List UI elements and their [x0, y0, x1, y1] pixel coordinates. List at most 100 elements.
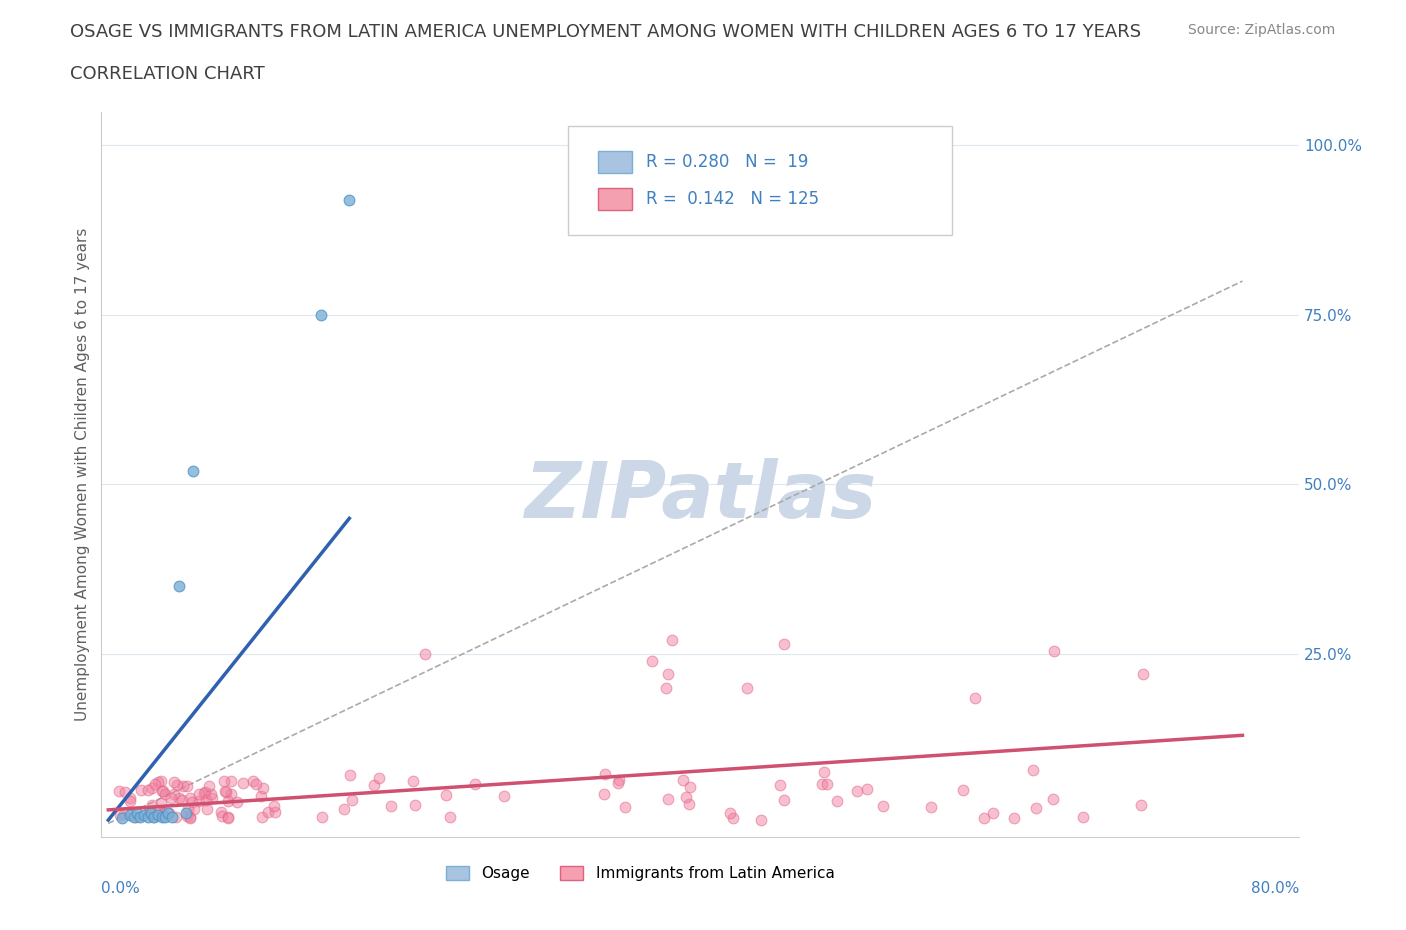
- Point: [404, 798, 426, 813]
- Point: [183, 463, 205, 478]
- FancyBboxPatch shape: [599, 152, 631, 173]
- Point: [114, 785, 136, 800]
- Point: [339, 767, 361, 782]
- Point: [595, 766, 617, 781]
- Point: [607, 776, 630, 790]
- Point: [153, 809, 176, 824]
- Point: [195, 792, 218, 807]
- Point: [149, 796, 172, 811]
- FancyBboxPatch shape: [568, 126, 952, 235]
- Point: [136, 809, 159, 824]
- Point: [217, 793, 239, 808]
- Point: [214, 783, 236, 798]
- Point: [211, 809, 233, 824]
- Text: ZIPatlas: ZIPatlas: [524, 458, 876, 534]
- Point: [200, 787, 222, 802]
- Point: [1132, 667, 1154, 682]
- Point: [973, 810, 995, 825]
- Point: [176, 808, 198, 823]
- Point: [150, 809, 173, 824]
- Point: [672, 772, 695, 787]
- Point: [146, 808, 169, 823]
- Point: [679, 779, 702, 794]
- Point: [132, 808, 155, 823]
- Text: CORRELATION CHART: CORRELATION CHART: [70, 65, 266, 83]
- Point: [177, 802, 200, 817]
- Point: [718, 805, 741, 820]
- Point: [152, 783, 174, 798]
- Point: [197, 778, 219, 793]
- Point: [129, 782, 152, 797]
- Point: [219, 786, 242, 801]
- Point: [188, 786, 211, 801]
- Point: [368, 771, 391, 786]
- Point: [148, 804, 170, 818]
- Point: [110, 807, 132, 822]
- Point: [827, 793, 849, 808]
- Point: [118, 793, 141, 808]
- Point: [112, 806, 135, 821]
- Point: [179, 810, 201, 825]
- Text: Source: ZipAtlas.com: Source: ZipAtlas.com: [1188, 23, 1336, 37]
- Point: [856, 781, 879, 796]
- Point: [439, 810, 461, 825]
- Point: [242, 773, 264, 788]
- Point: [494, 789, 516, 804]
- Point: [179, 811, 201, 826]
- Point: [675, 790, 697, 804]
- Point: [122, 809, 145, 824]
- Point: [772, 636, 794, 651]
- Point: [749, 813, 772, 828]
- Point: [257, 804, 280, 819]
- Point: [436, 787, 458, 802]
- Point: [464, 777, 486, 791]
- Point: [194, 785, 217, 800]
- Point: [769, 777, 792, 792]
- Point: [1002, 810, 1025, 825]
- Point: [1043, 644, 1066, 658]
- Point: [108, 784, 131, 799]
- Point: [250, 810, 273, 825]
- Point: [142, 809, 165, 824]
- Text: 0.0%: 0.0%: [101, 881, 141, 896]
- Point: [402, 773, 425, 788]
- Point: [654, 681, 676, 696]
- Point: [641, 653, 664, 668]
- Point: [138, 804, 160, 819]
- Point: [167, 578, 190, 593]
- Point: [146, 775, 169, 790]
- Legend: Osage, Immigrants from Latin America: Osage, Immigrants from Latin America: [440, 860, 841, 887]
- Point: [981, 805, 1004, 820]
- Point: [678, 796, 700, 811]
- Point: [592, 787, 614, 802]
- Point: [163, 775, 186, 790]
- Point: [163, 786, 186, 801]
- Point: [607, 773, 630, 788]
- Point: [214, 785, 236, 800]
- Point: [141, 798, 163, 813]
- Point: [155, 787, 177, 802]
- Point: [1073, 809, 1095, 824]
- Point: [139, 805, 162, 820]
- Point: [152, 805, 174, 820]
- Point: [159, 790, 181, 805]
- Point: [157, 805, 180, 820]
- Point: [965, 691, 987, 706]
- Point: [179, 790, 201, 805]
- Y-axis label: Unemployment Among Women with Children Ages 6 to 17 years: Unemployment Among Women with Children A…: [75, 228, 90, 721]
- Point: [657, 667, 679, 682]
- Point: [180, 794, 202, 809]
- Point: [174, 805, 197, 820]
- Point: [142, 810, 165, 825]
- Point: [920, 799, 942, 814]
- Point: [150, 783, 173, 798]
- Point: [176, 778, 198, 793]
- Point: [149, 774, 172, 789]
- Point: [217, 810, 239, 825]
- FancyBboxPatch shape: [599, 188, 631, 209]
- Point: [217, 810, 239, 825]
- Point: [165, 809, 187, 824]
- Point: [172, 778, 194, 793]
- Point: [263, 799, 285, 814]
- Point: [187, 793, 209, 808]
